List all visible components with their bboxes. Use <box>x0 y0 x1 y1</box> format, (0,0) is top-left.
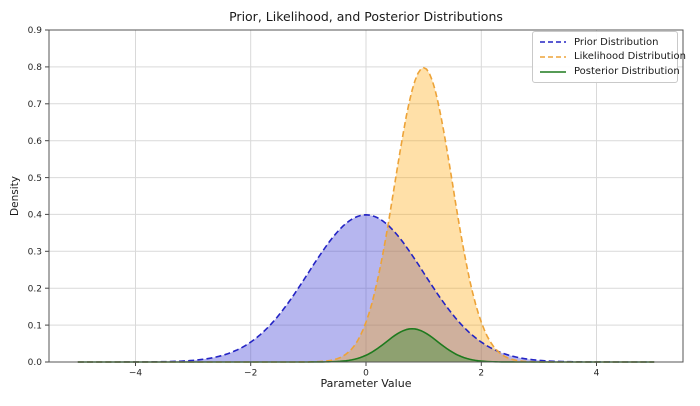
y-tick-label: 0.2 <box>28 284 42 294</box>
y-tick-label: 0.7 <box>28 100 42 110</box>
y-tick-label: 0.8 <box>28 63 43 73</box>
y-tick-label: 0.1 <box>28 321 42 331</box>
x-tick-label: 2 <box>478 369 484 379</box>
prior-line-swatch-icon <box>540 41 566 44</box>
legend-item-posterior: Posterior Distribution <box>539 66 680 77</box>
legend-label-prior: Prior Distribution <box>574 36 659 48</box>
y-tick-label: 0.3 <box>28 248 42 258</box>
prior-fill-area <box>77 214 655 362</box>
legend-item-prior: Prior Distribution <box>539 37 671 48</box>
x-tick-label: −2 <box>244 369 257 379</box>
y-tick-label: 0.0 <box>28 358 43 368</box>
y-tick-label: 0.5 <box>28 174 42 184</box>
chart-title: Prior, Likelihood, and Posterior Distrib… <box>229 9 503 24</box>
x-tick-label: 0 <box>363 369 369 379</box>
likelihood-line-swatch-icon <box>540 56 566 58</box>
x-tick-label: −4 <box>129 369 143 379</box>
legend-item-likelihood: Likelihood Distribution <box>539 51 686 62</box>
y-axis-label: Density <box>9 176 21 216</box>
x-axis-label: Parameter Value <box>320 377 412 390</box>
legend: Prior Distribution Likelihood Distributi… <box>532 31 686 83</box>
legend-label-posterior: Posterior Distribution <box>574 66 680 78</box>
y-tick-label: 0.6 <box>28 137 43 147</box>
legend-label-likelihood: Likelihood Distribution <box>574 51 686 63</box>
axes-spines <box>48 29 684 363</box>
y-tick-label: 0.4 <box>28 211 43 221</box>
y-tick-label: 0.9 <box>28 26 43 36</box>
posterior-line-swatch-icon <box>540 70 566 73</box>
x-tick-label: 4 <box>594 369 600 379</box>
